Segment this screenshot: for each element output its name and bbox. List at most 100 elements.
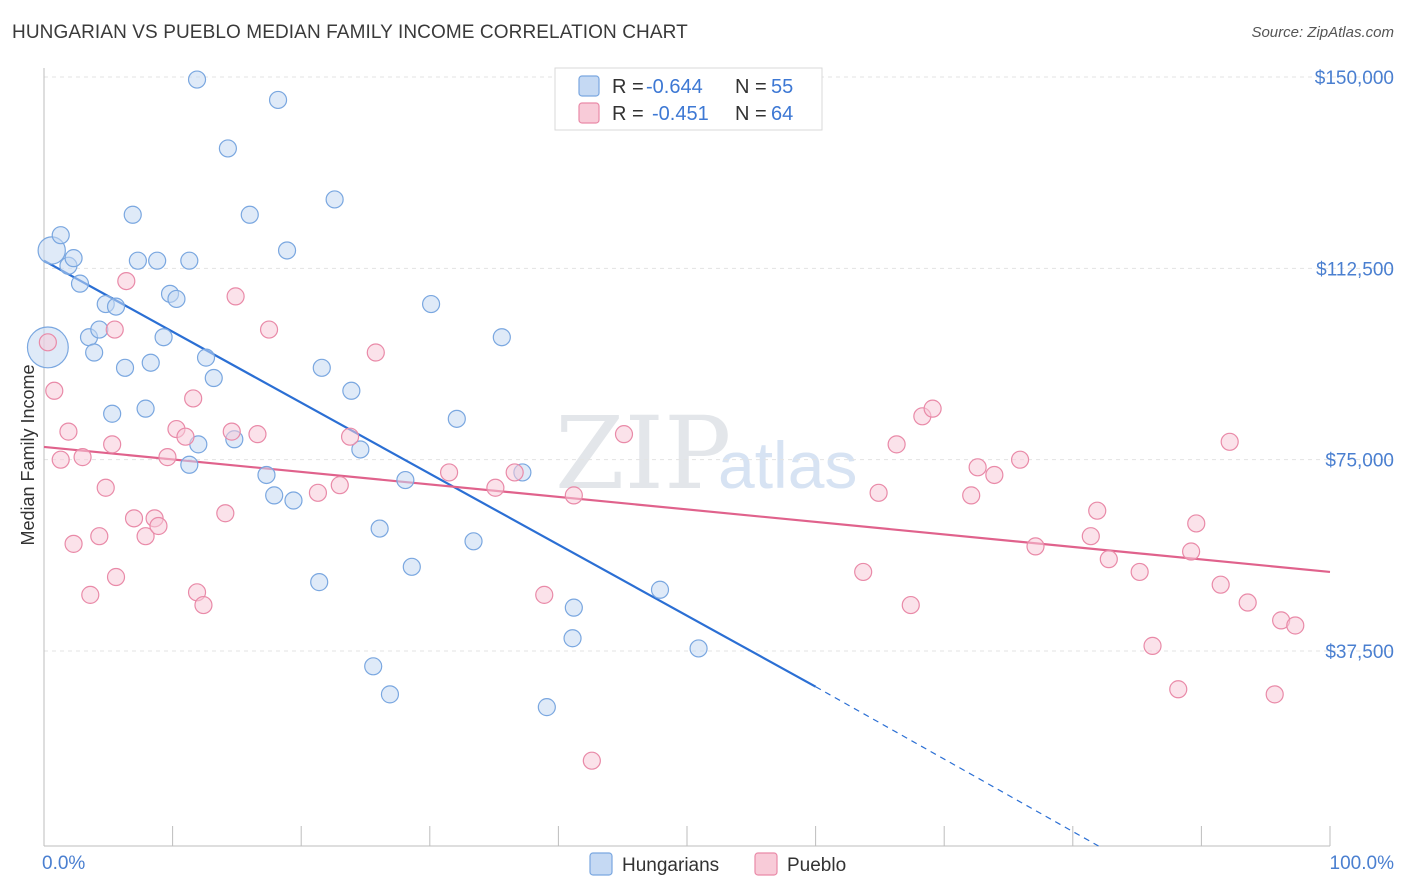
pueblo-point <box>330 476 349 495</box>
hungarians-point <box>265 486 284 505</box>
hungarians-point <box>70 274 90 293</box>
pueblo-point <box>1081 527 1100 546</box>
pueblo-point <box>248 425 267 444</box>
pueblo-point <box>614 425 634 444</box>
bottom-legend-swatch-pueblo <box>754 852 778 876</box>
pueblo-point <box>962 486 981 505</box>
hungarians-point <box>325 190 344 209</box>
pueblo-point <box>184 389 203 408</box>
hungarians-point <box>51 226 70 245</box>
pueblo-point <box>985 465 1004 485</box>
hungarians-point <box>402 557 421 576</box>
pueblo-point <box>366 343 385 362</box>
chart-title: HUNGARIAN VS PUEBLO MEDIAN FAMILY INCOME… <box>12 22 688 43</box>
pueblo-point <box>81 585 100 604</box>
hungarians-point <box>218 139 237 158</box>
hungarians-point <box>650 580 670 599</box>
y-tick-label-0: $37,500 <box>1325 642 1394 663</box>
pueblo-point <box>308 483 328 502</box>
bottom-legend-label-hungarians: Hungarians <box>622 855 719 876</box>
series-legend: Hungarians Pueblo <box>589 852 846 876</box>
y-tick-label-3: $150,000 <box>1315 68 1394 89</box>
pueblo-point <box>582 751 601 770</box>
pueblo-point <box>923 399 942 418</box>
watermark: ZIP atlas <box>555 395 857 512</box>
pueblo-trend-line <box>43 445 1331 574</box>
hungarians-point <box>103 404 122 423</box>
pueblo-point <box>1088 501 1107 520</box>
legend-swatch-pueblo <box>578 102 600 124</box>
bottom-legend-swatch-hungarians <box>589 852 613 876</box>
hungarians-point <box>154 328 173 347</box>
legend-n-label-pueblo: N = <box>735 103 767 125</box>
pueblo-point <box>103 435 122 454</box>
pueblo-point <box>968 458 987 477</box>
source-label: Source: ZipAtlas.com <box>1251 24 1394 41</box>
hungarians-point <box>196 348 216 367</box>
hungarians-point <box>564 598 583 617</box>
pueblo-point <box>564 486 583 505</box>
x-tick-label-max: 100.0% <box>1330 853 1395 874</box>
hungarians-point <box>90 320 109 339</box>
hungarians-point <box>364 657 383 676</box>
hungarians-point <box>464 532 483 551</box>
pueblo-point <box>149 516 168 536</box>
pueblo-point <box>869 483 888 502</box>
hungarians-point <box>537 698 556 717</box>
y-tick-label-1: $75,000 <box>1325 451 1394 472</box>
legend-swatch-hungarians <box>578 75 600 97</box>
legend-r-label-hungarians: R = <box>612 76 644 98</box>
pueblo-point <box>117 271 136 291</box>
pueblo-point <box>51 450 70 469</box>
hungarians-point <box>128 251 147 270</box>
pueblo-point <box>216 504 235 523</box>
hungarians-point <box>240 205 259 224</box>
pueblo-point <box>1211 575 1230 594</box>
legend-n-value-pueblo: 64 <box>771 103 793 125</box>
hungarians-point <box>370 519 389 538</box>
axes <box>43 68 1331 847</box>
hungarians-point <box>85 343 104 362</box>
hungarians-point <box>136 399 155 418</box>
pueblo-point <box>1010 450 1030 469</box>
legend-n-value-hungarians: 55 <box>771 76 793 98</box>
hungarians-point <box>351 440 370 459</box>
pueblo-point <box>73 448 92 467</box>
pueblo-point <box>194 595 213 615</box>
hungarians-point <box>380 685 400 704</box>
watermark-zip: ZIP <box>555 395 731 512</box>
pueblo-point <box>901 595 920 615</box>
pueblo-point <box>90 527 109 546</box>
pueblo-point <box>64 534 83 553</box>
pueblo-point <box>887 435 906 454</box>
pueblo-point <box>505 463 524 482</box>
pueblo-point <box>1143 636 1162 655</box>
hungarians-trend-extension <box>815 686 1099 847</box>
hungarians-point <box>187 70 207 89</box>
hungarians-point <box>492 328 511 347</box>
pueblo-point <box>45 381 64 400</box>
pueblo-point <box>259 320 279 339</box>
watermark-atlas: atlas <box>718 428 857 502</box>
hungarians-point <box>277 241 297 260</box>
hungarians-point <box>180 455 199 474</box>
pueblo-point <box>222 422 241 441</box>
hungarians-point <box>64 249 83 268</box>
hungarians-point <box>106 297 126 316</box>
pueblo-point <box>439 463 459 482</box>
pueblo-point <box>176 427 195 446</box>
hungarians-point <box>123 205 142 224</box>
legend-r-value-pueblo: -0.451 <box>652 103 709 125</box>
pueblo-point <box>1238 593 1257 612</box>
pueblo-point <box>1169 680 1188 699</box>
pueblo-point <box>535 585 554 604</box>
hungarians-point <box>141 353 160 372</box>
y-tick-labels: $37,500 $75,000 $112,500 $150,000 <box>1315 68 1394 663</box>
hungarians-point <box>180 251 199 270</box>
data-points <box>26 70 1305 770</box>
hungarians-point <box>421 294 441 314</box>
pueblo-point <box>158 448 177 467</box>
hungarians-point <box>396 470 415 490</box>
hungarians-point <box>268 90 288 110</box>
